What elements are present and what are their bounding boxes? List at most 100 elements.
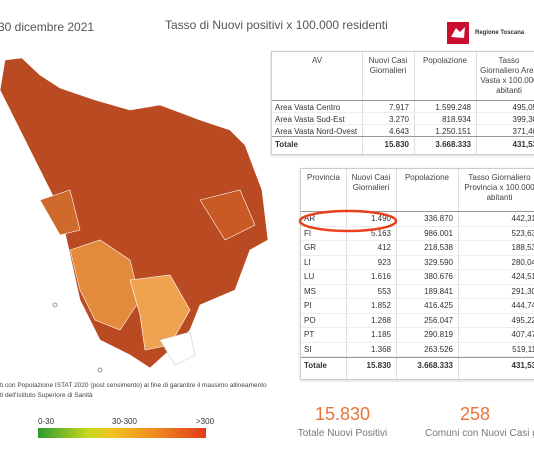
table-cell: 1.268 [370,315,391,325]
table-cell: Area Vasta Centro [275,103,341,112]
table-cell: 380.676 [424,272,453,281]
table-cell: FI [304,228,312,238]
table-cell: 5.163 [370,228,391,238]
row-divider [301,283,534,285]
table-cell: 3.270 [388,115,409,124]
table-cell: 431,53 [511,361,534,370]
table-cell: MS [304,286,316,296]
table-cell: 291,30 [511,286,534,296]
row-divider [301,356,534,357]
map-region [39,189,81,236]
row-divider [301,327,534,328]
table-cell: 495,22 [511,315,534,325]
kpi-value: 258 [459,404,491,424]
map-region [0,57,269,369]
kpi-label: Totale Nuovi Positivi [297,428,388,439]
table-cell: 523,63 [511,228,534,238]
table-cell: 3.668.333 [417,361,453,370]
map [0,57,269,373]
table-cell: 818.934 [442,115,471,124]
table-cell: 4.643 [388,127,409,136]
row-divider [301,298,534,299]
legend-label: 30-300 [112,417,137,426]
map-region [69,239,141,331]
row-divider [301,225,534,227]
table-cell: PT [304,330,315,339]
table-cell: 399,30 [512,115,534,124]
map-region [159,331,196,366]
row-divider [301,240,534,241]
table-cell: 1.852 [370,301,391,310]
table-cell: 1.616 [370,272,391,281]
table-av: AV Nuovi Casi Giornalieri Popolazione Tasso… [271,51,534,155]
table-cell: Area Vasta Sud-Est [275,115,345,124]
table-cell: 444,74 [511,301,534,310]
table-cell: LU [304,272,315,281]
table-cell: 280,04 [511,257,534,267]
table-cell: Totale [304,361,327,370]
column-header: Nuovi Casi Giornalieri [351,173,391,192]
table-cell: 1.185 [370,330,391,339]
table-cell: 1.250.151 [435,127,471,136]
table-cell: 7.917 [388,103,409,112]
column-header: Popolazione [404,173,450,182]
row-divider [301,341,534,343]
table-cell: 495,05 [512,103,534,112]
table-cell: 431,53 [512,140,534,149]
row-divider [272,100,534,101]
row-divider [301,312,534,314]
table-cell: 371,40 [512,127,534,136]
map-region [199,189,256,241]
table-cell: AR [304,214,316,223]
table-cell: 290.819 [424,330,453,339]
legend-label: >300 [196,417,215,426]
kpi-label: Comuni con Nuovi Casi g [425,428,534,439]
legend-bar [38,428,206,438]
table-cell: 189.841 [424,286,453,296]
row-divider [301,357,534,358]
table-cell: 553 [377,286,391,296]
kpi-value: 15.830 [314,404,371,424]
row-divider [301,211,534,212]
table-cell: PI [304,301,312,310]
column-header: Provincia [307,173,340,182]
column-header: Nuovi Casi Giornalieri [368,56,408,75]
table-cell: 1.490 [370,214,391,223]
table-cell: 407,47 [511,330,534,339]
date: 30 dicembre 2021 [0,20,95,34]
row-divider [301,254,534,256]
table-prov: Provincia Nuovi Casi Giornalieri Popolazio… [300,168,534,380]
table-cell: 3.668.333 [435,140,471,149]
column-header: Tasso Giornaliero Area Vasta x 100.000 a… [480,56,534,95]
logo-icon [447,22,469,44]
table-cell: Totale [275,140,298,149]
table-cell: 1.599.248 [435,103,471,112]
table-cell: 188,53 [511,243,534,252]
title: Tasso di Nuovi positivi x 100.000 reside… [165,18,388,32]
footnote: ti con Popolazione ISTAT 2020 (post cens… [0,382,267,389]
table-cell: 336.870 [424,214,453,223]
table-cell: 412 [377,243,391,252]
column-divider [476,52,477,154]
footnote: ti dell'Istituto Superiore di Sanità [0,392,93,399]
table-cell: 218.538 [424,243,453,252]
column-header: Popolazione [422,56,468,65]
column-divider [414,52,415,154]
table-cell: 519,11 [512,344,534,354]
column-divider [362,52,363,154]
row-divider [272,112,534,113]
table-cell: 1.368 [370,344,391,354]
table-cell: 263.526 [424,344,453,354]
highlight-ellipse [298,209,398,233]
table-cell: 329.590 [424,257,453,267]
column-header: AV [311,56,323,65]
table-cell: GR [304,243,316,252]
table-cell: Area Vasta Nord-Ovest [275,127,357,136]
column-divider [346,169,347,379]
table-cell: 424,51 [511,272,534,281]
row-divider [272,124,534,125]
island [52,302,58,308]
column-divider [458,169,459,379]
legend-label: 0-30 [38,417,55,426]
